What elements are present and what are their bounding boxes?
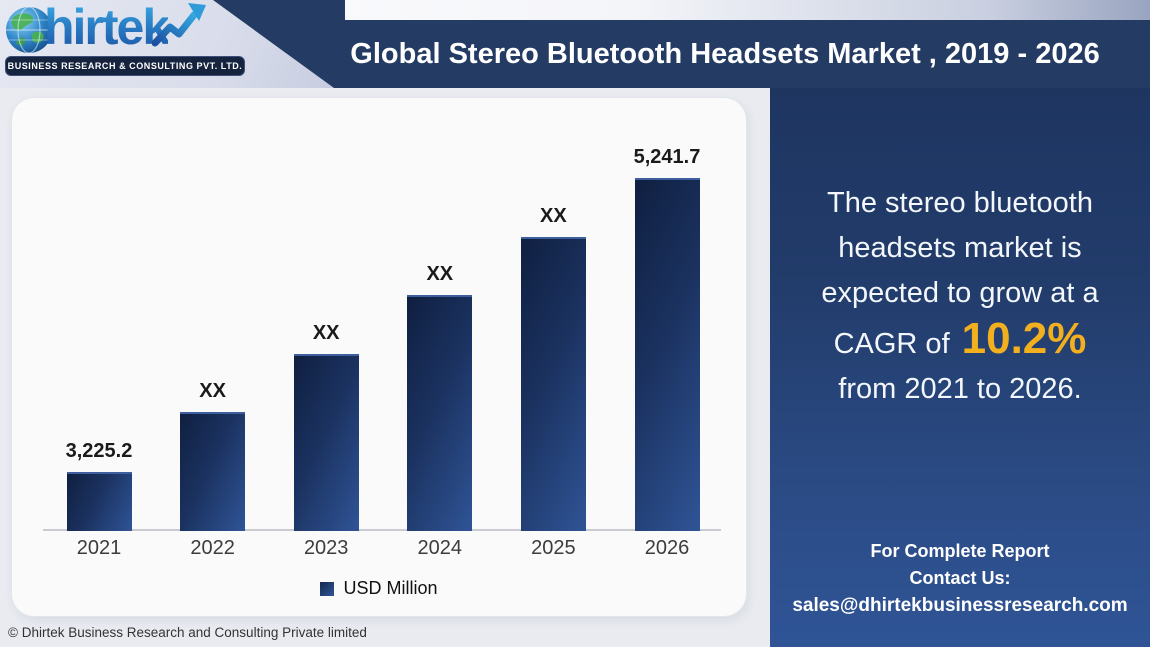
page-title: Global Stereo Bluetooth Headsets Market … [350,37,1100,70]
header-title-area: Global Stereo Bluetooth Headsets Market … [300,20,1150,88]
value-label-2022: XX [199,380,226,402]
bar-2021 [66,472,132,531]
contact-heading: For Complete Report [870,541,1050,561]
cagr-prefix: CAGR of [833,328,950,360]
x-tick-2021: 2021 [76,537,122,559]
value-label-2026: 5,241.7 [633,146,701,168]
chart-card: 3,225.2 2021 XX 2022 XX 2023 XX 2024 XX 2025 5,241… [12,98,746,616]
value-label-2025: XX [540,205,567,227]
x-axis-line [43,529,721,531]
chart-area: 3,225.2 2021 XX 2022 XX 2023 XX 2024 XX 2025 5,241… [0,88,770,647]
chart-legend: USD Million [12,578,746,599]
bar-2025 [520,237,586,531]
legend-swatch [320,581,335,596]
summary-line: from 2021 to 2026. [838,373,1082,405]
summary-line: expected to grow at a [821,277,1099,309]
cagr-line: CAGR of 10.2% [780,316,1140,367]
main-content: 3,225.2 2021 XX 2022 XX 2023 XX 2024 XX 2025 5,241… [0,88,1150,647]
bar-2023 [293,354,359,531]
bar-2022 [180,412,246,531]
x-tick-2025: 2025 [531,537,576,559]
bar-2026 [634,178,700,531]
header: hirtek Business Research & Consulting Pv… [0,0,1150,88]
copyright-text: © Dhirtek Business Research and Consulti… [8,625,367,640]
logo-tagline: Business Research & Consulting Pvt. Ltd. [5,56,245,76]
x-tick-2026: 2026 [644,537,690,559]
summary-line: The stereo bluetooth [826,187,1093,219]
globe-icon [6,6,52,54]
summary-line: headsets market is [838,232,1082,264]
value-label-2021: 3,225.2 [65,440,133,462]
bar-2024 [407,295,473,531]
brand-wordmark: hirtek [44,0,170,55]
summary-panel: The stereo bluetooth headsets market is … [770,88,1150,647]
cagr-value: 10.2% [961,314,1087,363]
x-tick-2022: 2022 [190,537,235,559]
legend-label: USD Million [343,578,438,598]
summary-text: The stereo bluetooth headsets market is … [780,181,1140,412]
growth-arrow-icon [152,3,206,47]
contact-email: sales@dhirtekbusinessresearch.com [792,595,1128,616]
bar-chart: 3,225.2 2021 XX 2022 XX 2023 XX 2024 XX 2025 5,241… [12,98,746,616]
contact-block: For Complete Report Contact Us: sales@dh… [770,538,1150,619]
value-label-2023: XX [312,322,340,344]
contact-subheading: Contact Us: [909,568,1011,588]
value-label-2024: XX [426,263,454,285]
x-tick-2023: 2023 [303,537,349,559]
x-tick-2024: 2024 [417,537,463,559]
